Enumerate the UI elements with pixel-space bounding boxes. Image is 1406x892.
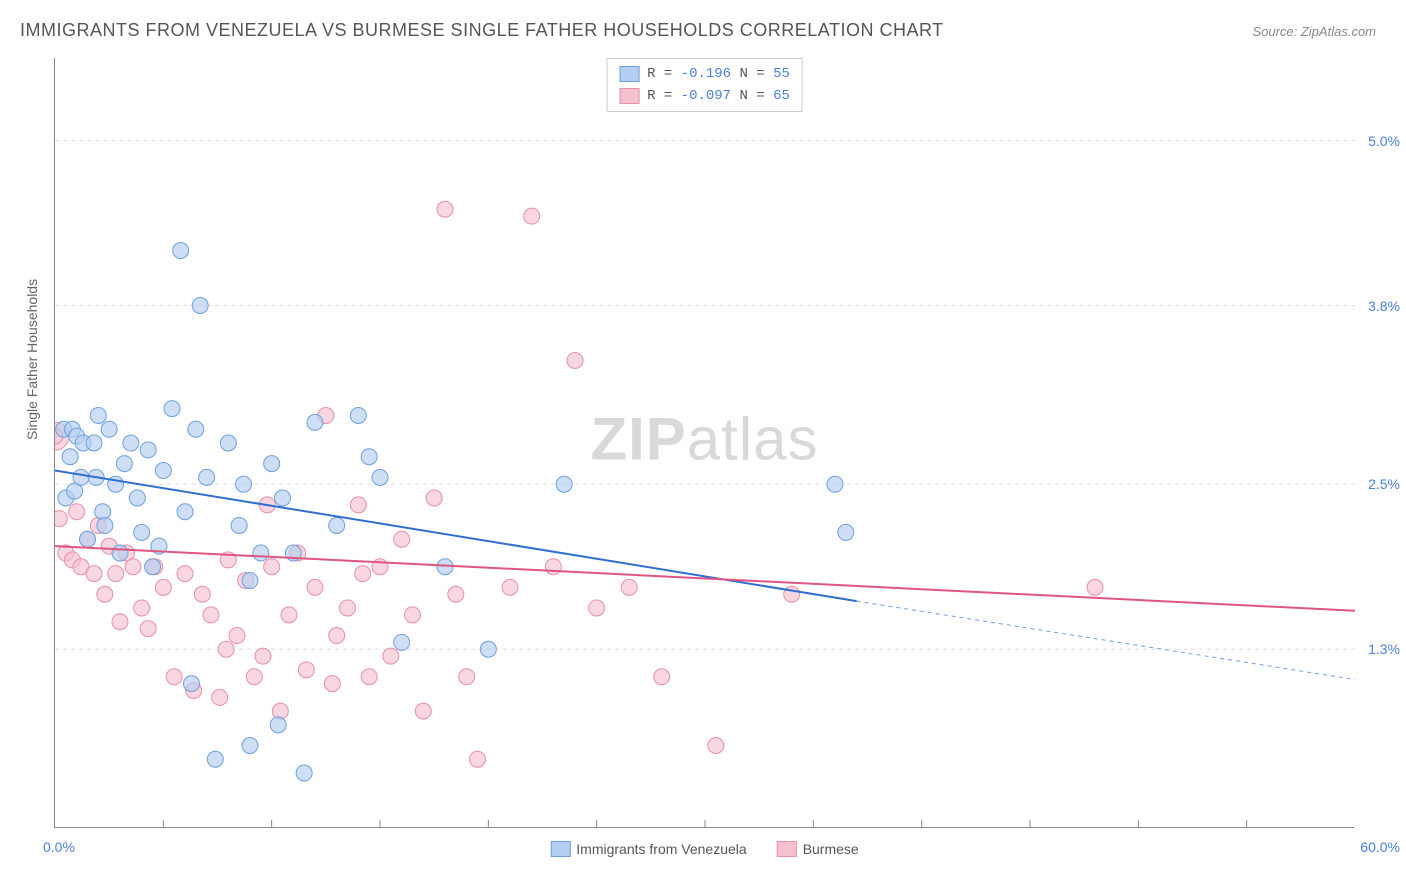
legend-series: Immigrants from Venezuela Burmese: [550, 841, 858, 857]
legend-series-label: Burmese: [803, 841, 859, 857]
chart-container: IMMIGRANTS FROM VENEZUELA VS BURMESE SIN…: [0, 0, 1406, 892]
legend-swatch: [777, 841, 797, 857]
legend-series-label: Immigrants from Venezuela: [576, 841, 746, 857]
source-label: Source: ZipAtlas.com: [1252, 24, 1376, 39]
y-tick-label: 1.3%: [1368, 641, 1400, 657]
legend-stat-row: R = -0.097 N = 65: [619, 85, 790, 107]
y-tick-label: 5.0%: [1368, 133, 1400, 149]
plot-wrapper: ZIPatlas R = -0.196 N = 55R = -0.097 N =…: [54, 58, 1354, 828]
legend-swatch: [619, 66, 639, 82]
legend-series-item: Burmese: [777, 841, 859, 857]
y-tick-label: 2.5%: [1368, 476, 1400, 492]
plot-area: ZIPatlas R = -0.196 N = 55R = -0.097 N =…: [54, 58, 1354, 828]
y-axis-label: Single Father Households: [24, 279, 40, 440]
y-tick-label: 3.8%: [1368, 298, 1400, 314]
legend-stat-text: R = -0.196 N = 55: [647, 66, 790, 82]
chart-title: IMMIGRANTS FROM VENEZUELA VS BURMESE SIN…: [20, 20, 944, 41]
x-min-label: 0.0%: [43, 839, 75, 855]
x-max-label: 60.0%: [1360, 839, 1400, 855]
legend-series-item: Immigrants from Venezuela: [550, 841, 746, 857]
legend-stat-row: R = -0.196 N = 55: [619, 63, 790, 85]
legend-stats: R = -0.196 N = 55 R = -0.097 N = 65: [606, 58, 803, 112]
chart-svg: [55, 58, 1355, 828]
legend-swatch: [550, 841, 570, 857]
legend-stat-text: R = -0.097 N = 65: [647, 88, 790, 104]
legend-swatch: [619, 88, 639, 104]
